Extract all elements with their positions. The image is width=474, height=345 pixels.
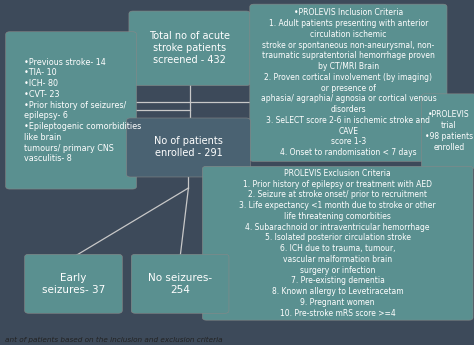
FancyBboxPatch shape [250, 4, 447, 161]
FancyBboxPatch shape [421, 94, 474, 168]
FancyBboxPatch shape [131, 254, 229, 313]
Text: Total no of acute
stroke patients
screened - 432: Total no of acute stroke patients screen… [149, 31, 230, 65]
Text: Early
seizures- 37: Early seizures- 37 [42, 273, 105, 295]
FancyBboxPatch shape [25, 254, 122, 313]
Text: PROLEVIS Exclusion Criteria
1. Prior history of epilepsy or treatment with AED
2: PROLEVIS Exclusion Criteria 1. Prior his… [239, 169, 436, 318]
Text: •PROLEVIS Inclusion Criteria
1. Adult patients presenting with anterior
circulat: •PROLEVIS Inclusion Criteria 1. Adult pa… [261, 8, 436, 157]
FancyBboxPatch shape [129, 11, 250, 86]
Text: •PROLEVIS
trial
•98 patients
enrolled: •PROLEVIS trial •98 patients enrolled [425, 110, 473, 152]
FancyBboxPatch shape [127, 118, 250, 177]
Text: ant of patients based on the inclusion and exclusion criteria: ant of patients based on the inclusion a… [5, 337, 222, 343]
Text: No of patients
enrolled - 291: No of patients enrolled - 291 [154, 137, 223, 158]
Text: No seizures-
254: No seizures- 254 [148, 273, 212, 295]
FancyBboxPatch shape [202, 166, 473, 320]
FancyBboxPatch shape [6, 32, 137, 189]
Text: •Previous stroke- 14
•TIA- 10
•ICH- 80
•CVT- 23
•Prior history of seizures/
epil: •Previous stroke- 14 •TIA- 10 •ICH- 80 •… [24, 58, 141, 163]
